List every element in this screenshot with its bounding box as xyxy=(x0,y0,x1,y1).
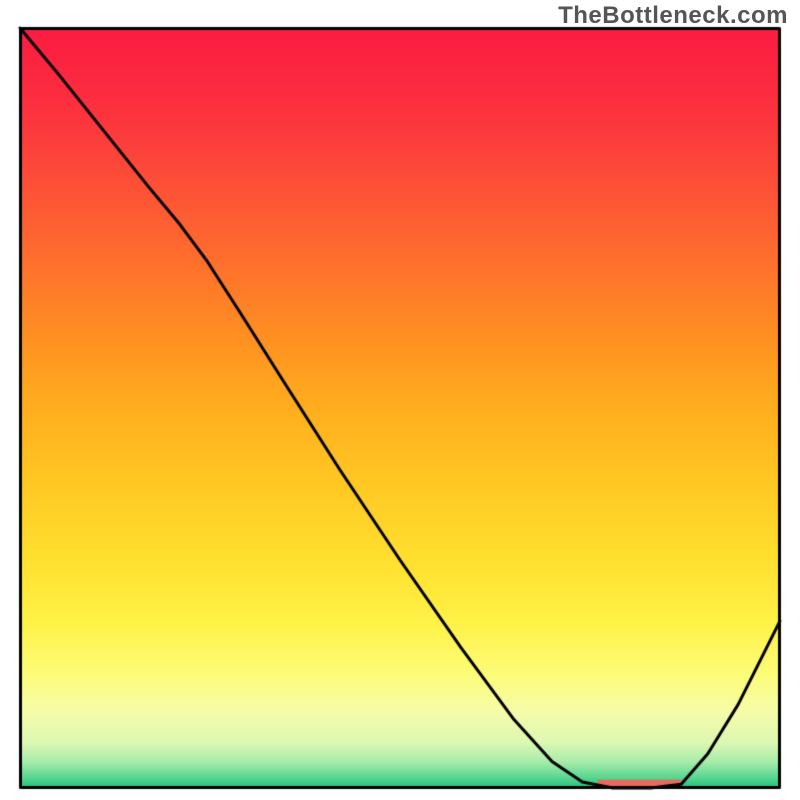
chart-container: TheBottleneck.com xyxy=(0,0,800,800)
bottleneck-curve-chart xyxy=(0,0,800,800)
